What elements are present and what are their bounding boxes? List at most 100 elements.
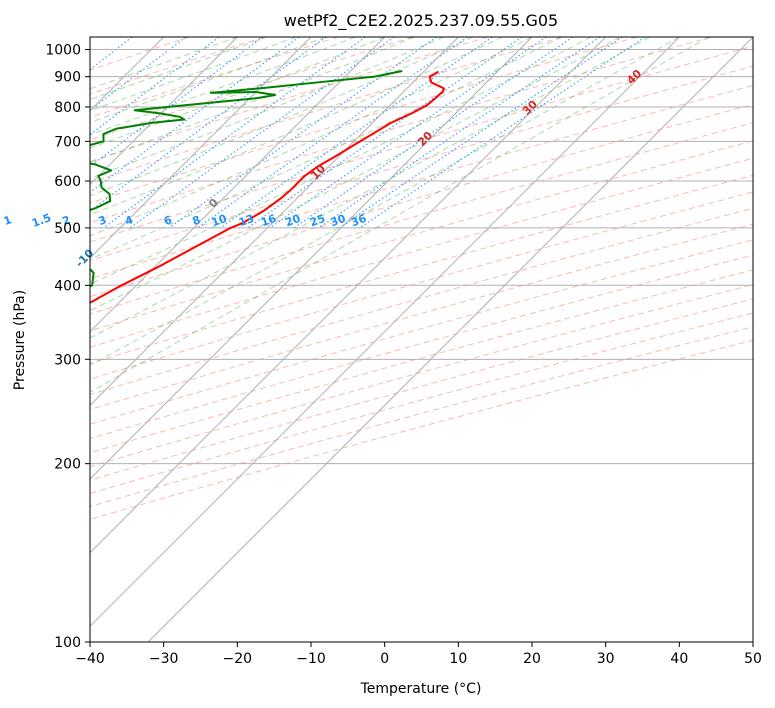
moist-adiabat-line bbox=[90, 37, 562, 260]
moist-adiabat-line bbox=[90, 37, 680, 366]
dry-adiabat-line bbox=[90, 122, 753, 315]
isotherm-line bbox=[90, 37, 607, 554]
isotherm-label: -10 bbox=[73, 246, 96, 269]
y-axis-ticks: 100 200 300 400 500 600 700 800 900 1000 bbox=[45, 43, 90, 651]
mixing-ratio-label: 25 bbox=[308, 212, 327, 229]
moist-adiabat-line bbox=[90, 37, 267, 101]
isotherm-line bbox=[90, 37, 312, 259]
moist-adiabat-line bbox=[90, 37, 503, 216]
dry-adiabat-line bbox=[90, 103, 753, 298]
dry-adiabat-line bbox=[90, 37, 638, 204]
x-tick-label: 40 bbox=[670, 651, 688, 667]
moist-adiabats bbox=[90, 37, 710, 393]
mixing-ratio-label: 3 bbox=[97, 213, 109, 228]
mixing-ratio-line bbox=[293, 37, 574, 229]
mixing-ratio-line bbox=[168, 37, 437, 229]
mixing-ratio-label: 1.5 bbox=[30, 211, 53, 230]
dry-adiabat-line bbox=[90, 339, 753, 520]
y-tick-label: 500 bbox=[54, 221, 81, 237]
moist-adiabat-line bbox=[90, 37, 592, 285]
pressure-gridlines bbox=[90, 49, 753, 642]
dry-adiabat-line bbox=[90, 37, 563, 184]
mixing-ratio-label: 20 bbox=[283, 212, 302, 230]
moist-adiabat-line bbox=[90, 37, 356, 136]
dry-adiabat-line bbox=[90, 312, 753, 495]
isotherm-line bbox=[147, 37, 753, 642]
dry-adiabat-line bbox=[90, 84, 753, 280]
mixing-ratio-line bbox=[197, 37, 468, 229]
y-tick-label: 600 bbox=[54, 174, 81, 190]
dry-adiabat-line bbox=[90, 37, 189, 71]
mixing-ratio-label: 6 bbox=[162, 213, 174, 228]
mixing-ratio-label: 36 bbox=[349, 212, 368, 230]
dry-adiabat-line bbox=[90, 65, 753, 262]
x-tick-label: −30 bbox=[149, 651, 179, 667]
temperature-line bbox=[90, 70, 445, 304]
x-tick-label: 30 bbox=[597, 651, 615, 667]
dewpoint-line bbox=[90, 70, 403, 288]
isotherm-line bbox=[90, 37, 386, 333]
mixing-ratio-label: 1 bbox=[2, 213, 14, 228]
y-tick-label: 200 bbox=[54, 457, 81, 473]
mixing-ratio-line bbox=[90, 37, 327, 212]
mixing-ratio-label: 13 bbox=[237, 212, 256, 229]
x-axis-label: Temperature (°C) bbox=[360, 681, 482, 697]
mixing-ratio-label: 8 bbox=[191, 213, 203, 228]
moist-adiabat-line bbox=[90, 37, 385, 149]
isotherm-line bbox=[90, 37, 238, 186]
isotherm-line bbox=[90, 37, 459, 407]
isotherm-line bbox=[90, 37, 533, 480]
mixing-ratio-line bbox=[269, 37, 547, 229]
plot-frame bbox=[89, 36, 754, 643]
x-tick-label: −20 bbox=[223, 651, 253, 667]
dry-adiabat-line bbox=[90, 284, 753, 468]
y-tick-label: 300 bbox=[54, 352, 81, 368]
mixing-ratio-line bbox=[359, 37, 646, 229]
mixing-ratio-label: 16 bbox=[259, 212, 278, 230]
moist-adiabat-line bbox=[90, 37, 238, 90]
dry-adiabat-line bbox=[90, 37, 264, 95]
dry-adiabat-line bbox=[90, 37, 414, 141]
moist-adiabat-line bbox=[90, 37, 297, 112]
mixing-ratio-line bbox=[247, 37, 523, 229]
y-axis-label: Pressure (hPa) bbox=[12, 290, 28, 390]
mixing-ratio-label: 4 bbox=[123, 213, 135, 228]
mixing-ratio-line bbox=[0, 37, 82, 228]
mixing-ratio-line bbox=[90, 37, 187, 112]
dry-adiabat-line bbox=[90, 239, 753, 425]
warm-isotherm-label: 40 bbox=[624, 67, 644, 87]
dry-adiabats bbox=[90, 37, 753, 520]
skewed-isotherms bbox=[90, 37, 753, 642]
chart-title: wetPf2_C2E2.2025.237.09.55.G05 bbox=[284, 11, 558, 31]
dry-adiabat-line bbox=[90, 37, 712, 224]
y-tick-label: 1000 bbox=[45, 43, 81, 59]
y-tick-label: 700 bbox=[54, 134, 81, 150]
isotherm-line bbox=[90, 37, 680, 628]
x-tick-label: 10 bbox=[449, 651, 467, 667]
x-axis-ticks: −40 −30 −20 −10 0 10 20 30 40 50 bbox=[75, 642, 762, 667]
mixing-ratio-label: 10 bbox=[210, 212, 229, 230]
x-tick-label: 20 bbox=[523, 651, 541, 667]
mixing-ratio-line bbox=[103, 37, 366, 229]
sounding-series bbox=[90, 70, 445, 304]
moist-adiabat-line bbox=[90, 37, 444, 179]
y-tick-label: 400 bbox=[54, 278, 81, 294]
moist-adiabat-line bbox=[90, 37, 710, 393]
x-tick-label: −10 bbox=[296, 651, 326, 667]
mixing-ratio-label: 2 bbox=[60, 213, 72, 228]
y-tick-label: 800 bbox=[54, 100, 81, 116]
moist-adiabat-line bbox=[90, 37, 533, 237]
plot-area bbox=[0, 37, 753, 642]
dry-adiabat-line bbox=[90, 140, 753, 332]
dry-adiabat-line bbox=[90, 223, 753, 411]
mixing-ratio-label: 30 bbox=[329, 212, 348, 230]
mixing-ratio-line bbox=[338, 37, 623, 229]
dry-adiabat-line bbox=[90, 269, 753, 454]
y-tick-label: 100 bbox=[54, 635, 81, 651]
dry-adiabat-line bbox=[90, 37, 339, 118]
moist-adiabat-line bbox=[90, 37, 621, 312]
warm-isotherm-label: 20 bbox=[415, 129, 435, 149]
